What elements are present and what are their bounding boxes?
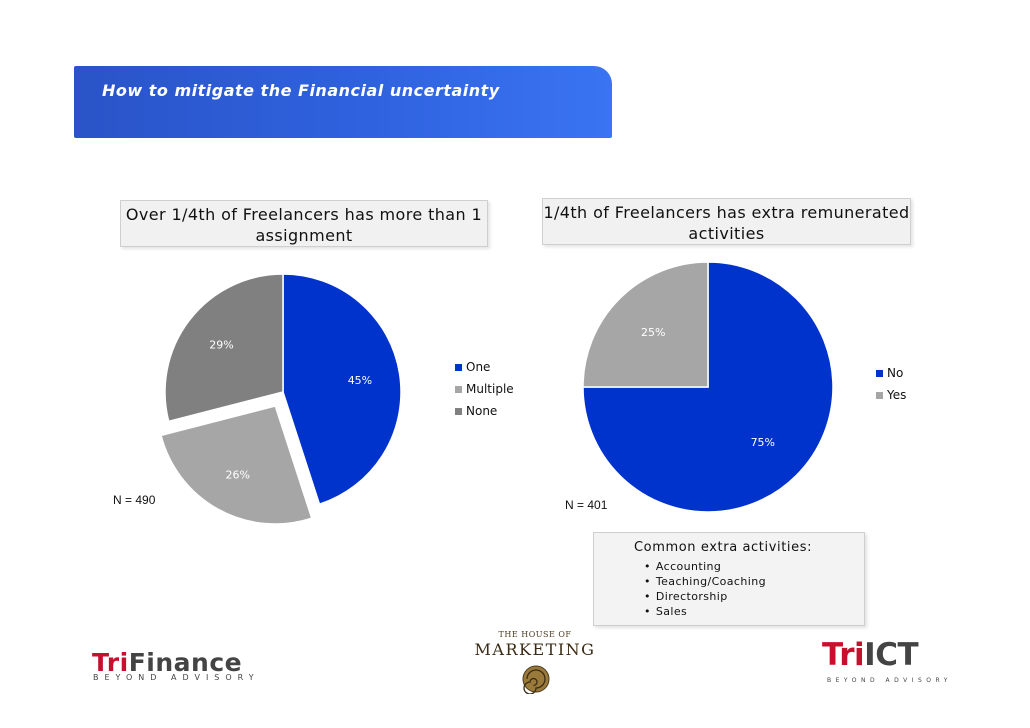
pie2-legend-label-no: No [887,366,903,380]
right-chart-caption: 1/4th of Freelancers has extra remunerat… [542,198,911,245]
hom-line2: MARKETING [474,640,596,659]
pie1-legend-swatch-multiple [455,386,462,393]
trict-logo-part2: ICT [864,637,919,673]
activities-title: Common extra activities: [634,540,813,555]
activities-list: Accounting Teaching/Coaching Directorshi… [644,559,766,619]
pie1-legend-swatch-none [455,408,462,415]
pie1-legend-label-one: One [466,360,490,374]
pie1-legend-swatch-one [455,364,462,371]
left-chart-caption: Over 1/4th of Freelancers has more than … [120,200,488,247]
trict-tagline: BEYOND ADVISORY [827,677,952,684]
house-of-marketing-logo: THE HOUSE OF MARKETING [468,628,602,696]
pie2-value-label-no: 75% [751,436,775,449]
left-sample-size: N = 490 [113,493,156,507]
pie2-slice-yes [582,261,709,388]
pie1-value-label-one: 45% [348,374,372,387]
activity-item: Teaching/Coaching [644,574,766,589]
trict-logo-part1: Tri [822,637,865,673]
activity-item: Directorship [644,589,766,604]
trifinance-logo: TriFinance BEYOND ADVISORY [92,648,254,684]
activities-box: Common extra activities: Accounting Teac… [593,532,865,626]
pie1-slice-multiple [160,405,313,525]
pie2-legend-swatch-yes [876,392,883,399]
trifinance-tagline: BEYOND ADVISORY [93,673,260,682]
pie2-value-label-yes: 25% [641,326,665,339]
pie2-slice-no [582,261,834,513]
pie2-legend-swatch-no [876,370,883,377]
slide-title: How to mitigate the Financial uncertaint… [102,81,500,100]
pie1-value-label-none: 29% [209,338,233,351]
right-sample-size: N = 401 [565,498,608,512]
trifinance-logo-part1: Tri [92,648,129,677]
pie1-legend-label-multiple: Multiple [466,382,514,396]
pie1-slice-one [282,273,402,506]
pie1-value-label-multiple: 26% [226,468,250,481]
title-banner: How to mitigate the Financial uncertaint… [74,66,612,138]
activity-item: Sales [644,604,766,619]
shell-icon [522,665,550,694]
pie1-legend-label-none: None [466,404,497,418]
trict-logo: TriICT BEYOND ADVISORY [822,637,947,687]
trifinance-logo-part2: Finance [128,648,243,677]
hom-line1: THE HOUSE OF [498,630,572,639]
activity-item: Accounting [644,559,766,574]
pie2-legend-label-yes: Yes [886,388,906,402]
pie1-slice-none [164,273,284,423]
